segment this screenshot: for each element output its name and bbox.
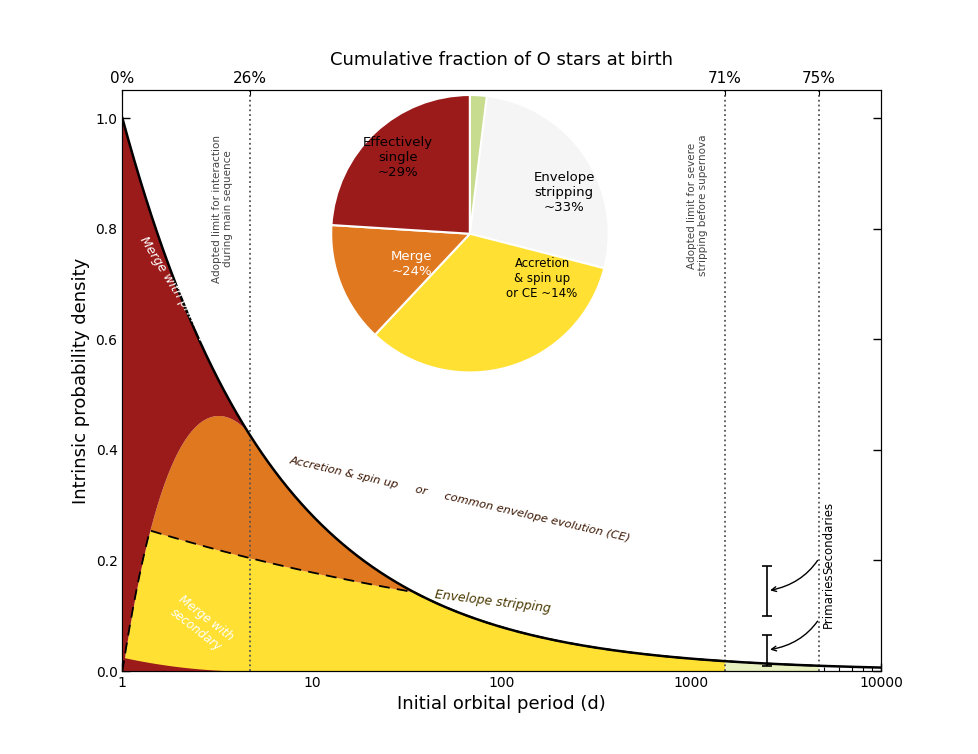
- Text: Primaries: Primaries: [771, 572, 834, 651]
- Wedge shape: [332, 95, 469, 234]
- Text: Accretion & spin up     or     common envelope evolution (CE): Accretion & spin up or common envelope e…: [288, 455, 631, 544]
- Text: Accretion
& spin up
or CE ~14%: Accretion & spin up or CE ~14%: [506, 256, 577, 299]
- Text: Adopted limit for severe
stripping before supernova: Adopted limit for severe stripping befor…: [687, 135, 708, 276]
- Text: Merge
~24%: Merge ~24%: [390, 250, 432, 278]
- Text: Merge with
secondary: Merge with secondary: [166, 593, 236, 655]
- Text: Adopted limit for interaction
during main sequence: Adopted limit for interaction during mai…: [211, 135, 234, 283]
- Wedge shape: [375, 234, 603, 372]
- Wedge shape: [469, 95, 608, 268]
- Text: Secondaries: Secondaries: [771, 502, 834, 591]
- Text: Envelope stripping: Envelope stripping: [434, 588, 552, 615]
- Y-axis label: Intrinsic probability density: Intrinsic probability density: [72, 258, 90, 504]
- Text: Effectively
single
~29%: Effectively single ~29%: [362, 136, 432, 179]
- X-axis label: Initial orbital period (d): Initial orbital period (d): [397, 695, 605, 713]
- Wedge shape: [469, 95, 486, 234]
- Wedge shape: [331, 225, 469, 335]
- Text: Merge with primary: Merge with primary: [137, 234, 213, 345]
- X-axis label: Cumulative fraction of O stars at birth: Cumulative fraction of O stars at birth: [330, 51, 673, 69]
- Text: Envelope
stripping
~33%: Envelope stripping ~33%: [533, 170, 595, 213]
